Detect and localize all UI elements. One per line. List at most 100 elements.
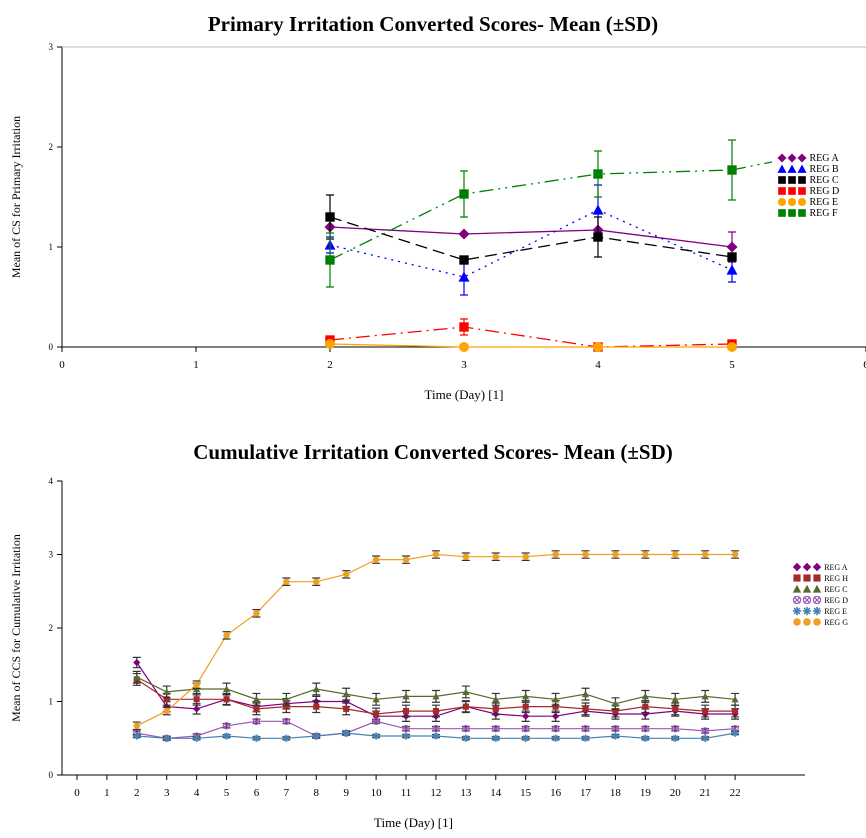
data-point	[522, 703, 529, 710]
data-point	[731, 695, 739, 703]
legend-marker	[803, 574, 811, 582]
legend-label: REG D	[824, 596, 848, 605]
data-point	[582, 551, 589, 558]
data-point	[492, 725, 500, 733]
data-point	[492, 695, 500, 703]
data-point	[671, 695, 679, 703]
data-point	[522, 712, 530, 720]
series-reg-c	[132, 670, 740, 711]
data-point	[642, 703, 649, 710]
x-tick-label: 7	[284, 787, 290, 799]
x-tick-label: 1	[104, 787, 110, 799]
legend-marker	[788, 187, 796, 195]
data-point	[133, 732, 141, 740]
data-point	[459, 322, 469, 332]
data-point	[372, 732, 380, 740]
data-point	[611, 725, 620, 733]
legend-marker	[797, 164, 807, 173]
legend-marker	[792, 562, 802, 572]
data-point	[283, 703, 290, 710]
series-line	[329, 209, 733, 278]
data-point	[193, 696, 200, 703]
data-point	[462, 688, 470, 696]
data-point	[671, 734, 679, 742]
series-line	[329, 216, 733, 261]
legend-marker	[788, 209, 796, 217]
data-point	[593, 232, 603, 242]
data-point	[462, 734, 470, 742]
data-point	[432, 692, 440, 700]
x-tick-label: 15	[520, 787, 532, 799]
legend-marker	[778, 187, 786, 195]
data-point	[731, 729, 739, 737]
data-point	[641, 734, 649, 742]
data-point	[193, 734, 201, 742]
data-point	[253, 610, 260, 617]
legend-item: REG G	[793, 618, 848, 627]
legend-marker	[812, 584, 822, 593]
data-point	[459, 255, 469, 265]
data-point	[222, 732, 231, 740]
data-point	[342, 690, 350, 698]
data-point	[252, 734, 261, 742]
y-axis-label: Mean of CS for Primary Irritation	[9, 116, 23, 278]
data-point	[522, 692, 530, 700]
data-point	[593, 169, 603, 179]
legend-item: REG A	[792, 562, 848, 572]
data-point	[726, 241, 738, 253]
data-point	[701, 692, 709, 700]
legend-item: REG D	[778, 186, 839, 197]
data-point	[432, 725, 440, 733]
data-point	[312, 732, 320, 740]
series-reg-f	[325, 139, 773, 288]
x-axis-label: Time (Day) [1]	[374, 815, 453, 830]
series-line	[329, 169, 733, 261]
y-tick-label: 3	[49, 550, 54, 560]
data-point	[641, 725, 650, 733]
series-reg-h	[132, 672, 740, 721]
series-line	[329, 343, 732, 348]
legend-item: REG D	[792, 595, 848, 605]
legend-label: REG C	[824, 585, 847, 594]
data-point	[222, 685, 231, 693]
data-point	[163, 734, 171, 742]
legend-item: REG H	[793, 574, 848, 583]
series-reg-a	[324, 221, 738, 263]
legend-item: REG F	[778, 208, 838, 219]
data-point	[551, 712, 560, 720]
primary-irritation-plot: 0 1 2 3 0 1 2 3 4 5 6 Time (Day) [1] Mean of CS for …	[9, 42, 866, 402]
x-tick-label: 20	[670, 787, 682, 799]
legend-marker	[792, 606, 802, 616]
x-tick-label: 17	[580, 787, 592, 799]
data-point	[611, 732, 620, 740]
legend-item: REG B	[777, 164, 839, 175]
x-tick-label: 4	[194, 787, 200, 799]
data-point	[522, 734, 530, 742]
legend-label: REG A	[810, 153, 840, 164]
legend-marker	[798, 176, 806, 184]
x-tick-label: 19	[640, 787, 652, 799]
legend-marker	[812, 595, 822, 605]
legend-item: REG A	[777, 153, 840, 164]
x-tick-label: 12	[430, 787, 441, 799]
data-point	[641, 692, 649, 700]
data-point	[312, 685, 320, 693]
legend-marker	[803, 618, 811, 626]
data-point	[593, 342, 603, 352]
data-point	[133, 673, 141, 681]
data-point	[459, 342, 469, 352]
x-tick-label: 6	[863, 359, 866, 371]
data-point	[402, 692, 410, 700]
x-tick-label: 3	[461, 359, 467, 371]
data-point	[373, 710, 380, 718]
data-point	[582, 705, 589, 712]
data-point	[432, 551, 440, 558]
data-point	[282, 717, 291, 726]
x-tick-label: 2	[327, 359, 333, 371]
data-point	[642, 551, 649, 558]
data-point	[432, 732, 440, 740]
data-point	[252, 695, 261, 703]
data-point	[671, 725, 679, 733]
legend-marker	[777, 164, 787, 173]
